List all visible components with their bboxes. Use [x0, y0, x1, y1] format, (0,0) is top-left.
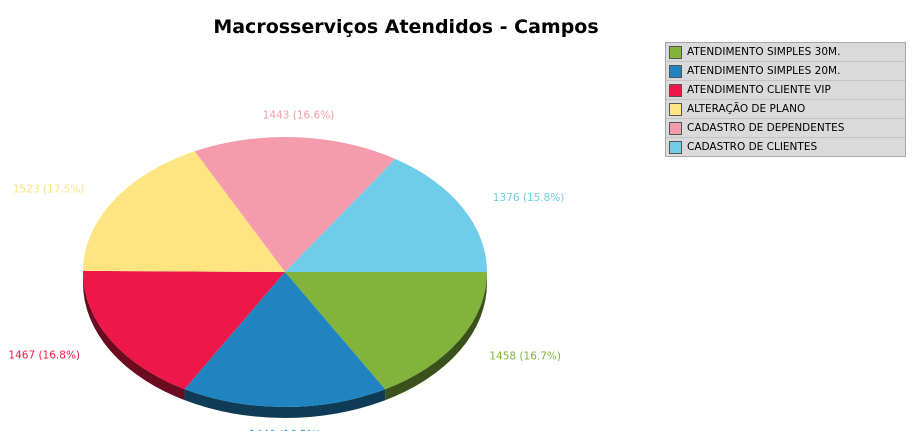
slice-label-2: 1440 (16.5%) [249, 429, 321, 431]
chart-title: Macrosserviços Atendidos - Campos [213, 16, 599, 38]
pie-side-3 [83, 272, 185, 401]
legend-swatch [669, 102, 682, 116]
pie-slice-1 [285, 272, 487, 390]
legend-swatch [669, 83, 682, 97]
legend-label: ATENDIMENTO CLIENTE VIP [687, 84, 831, 96]
legend-label: CADASTRO DE CLIENTES [687, 141, 818, 153]
pie-slice-3 [83, 270, 286, 390]
legend-item: ATENDIMENTO CLIENTE VIP [666, 81, 905, 100]
legend-label: CADASTRO DE DEPENDENTES [687, 122, 845, 134]
pie-side-walls [83, 272, 487, 418]
slice-label-3: 1467 (16.8%) [8, 350, 80, 362]
legend-label: ATENDIMENTO SIMPLES 30M. [687, 46, 841, 58]
legend-item: ATENDIMENTO SIMPLES 20M. [666, 62, 905, 81]
legend-swatch [669, 140, 682, 154]
pie-slice-6 [285, 158, 487, 272]
legend-item: ALTERAÇÃO DE PLANO [666, 100, 905, 119]
pie-slice-5 [194, 137, 396, 272]
slice-label-1: 1458 (16.7%) [489, 350, 561, 362]
pie-slice-2 [184, 272, 386, 407]
legend-item: ATENDIMENTO SIMPLES 30M. [666, 43, 905, 62]
legend-item: CADASTRO DE CLIENTES [666, 138, 905, 156]
pie-side-1 [385, 272, 487, 401]
slice-label-4: 1523 (17.5%) [13, 183, 85, 195]
legend-item: CADASTRO DE DEPENDENTES [666, 119, 905, 138]
legend-swatch [669, 45, 682, 59]
slice-label-6: 1376 (15.8%) [493, 192, 565, 204]
pie-side-2 [184, 389, 386, 418]
legend-swatch [669, 121, 682, 135]
legend-label: ALTERAÇÃO DE PLANO [687, 103, 806, 115]
legend: ATENDIMENTO SIMPLES 30M. ATENDIMENTO SIMP… [665, 42, 906, 157]
legend-swatch [669, 64, 682, 78]
slice-label-5: 1443 (16.6%) [263, 109, 335, 121]
pie-slice-4 [83, 151, 285, 272]
legend-label: ATENDIMENTO SIMPLES 20M. [687, 65, 841, 77]
